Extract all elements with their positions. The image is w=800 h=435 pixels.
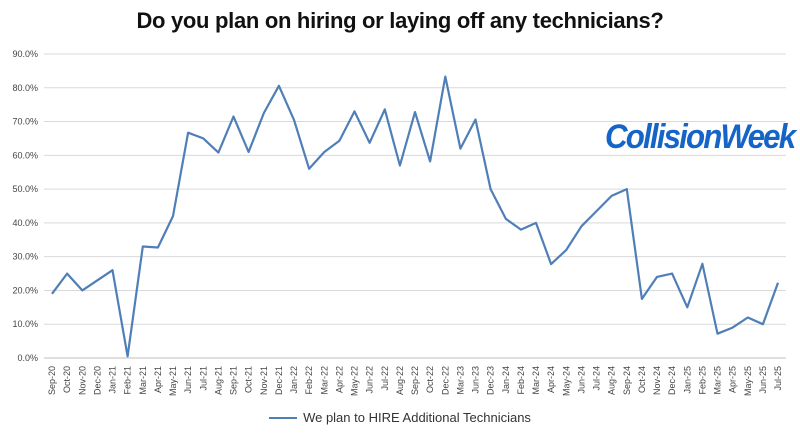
x-tick-label: Jun-25 bbox=[758, 366, 768, 394]
y-tick-label: 40.0% bbox=[12, 218, 38, 228]
x-tick-label: Apr-24 bbox=[546, 366, 556, 393]
x-tick-label: Jun-24 bbox=[576, 366, 586, 394]
x-tick-label: Apr-21 bbox=[153, 366, 163, 393]
x-tick-label: Mar-22 bbox=[319, 366, 329, 395]
x-tick-label: Jul-24 bbox=[592, 366, 602, 391]
x-tick-label: Jul-21 bbox=[198, 366, 208, 391]
x-tick-label: Jun-23 bbox=[471, 366, 481, 394]
x-tick-label: Jan-22 bbox=[289, 366, 299, 394]
x-tick-label: May-24 bbox=[561, 366, 571, 396]
x-tick-label: May-25 bbox=[743, 366, 753, 396]
x-tick-label: Aug-22 bbox=[395, 366, 405, 395]
x-tick-label: Jul-22 bbox=[380, 366, 390, 391]
legend: We plan to HIRE Additional Technicians bbox=[0, 410, 800, 425]
series-line bbox=[51, 75, 780, 358]
y-tick-label: 80.0% bbox=[12, 83, 38, 93]
x-tick-label: Oct-21 bbox=[244, 366, 254, 393]
x-tick-label: Mar-24 bbox=[531, 366, 541, 395]
legend-label: We plan to HIRE Additional Technicians bbox=[303, 410, 531, 425]
x-tick-label: Jul-25 bbox=[773, 366, 783, 391]
x-tick-label: Sep-21 bbox=[229, 366, 239, 395]
x-tick-label: Dec-24 bbox=[667, 366, 677, 395]
x-tick-label: Dec-22 bbox=[440, 366, 450, 395]
x-tick-label: Oct-24 bbox=[637, 366, 647, 393]
x-tick-label: Apr-25 bbox=[728, 366, 738, 393]
y-axis: 0.0% 10.0% 20.0% 30.0% 40.0% 50.0% 60.0% 70.0% 8… bbox=[12, 49, 38, 363]
x-tick-label: Jun-21 bbox=[183, 366, 193, 394]
y-tick-label: 70.0% bbox=[12, 117, 38, 127]
x-tick-label: Dec-21 bbox=[274, 366, 284, 395]
x-tick-label: Sep-24 bbox=[622, 366, 632, 395]
y-tick-label: 90.0% bbox=[12, 49, 38, 59]
x-tick-label: Feb-25 bbox=[697, 366, 707, 395]
x-tick-label: Jan-21 bbox=[108, 366, 118, 394]
y-tick-label: 50.0% bbox=[12, 184, 38, 194]
x-tick-label: Nov-20 bbox=[77, 366, 87, 395]
x-tick-label: Jan-24 bbox=[501, 366, 511, 394]
x-tick-label: Jun-22 bbox=[365, 366, 375, 394]
x-tick-label: Aug-21 bbox=[213, 366, 223, 395]
x-tick-label: Feb-22 bbox=[304, 366, 314, 395]
y-tick-label: 30.0% bbox=[12, 252, 38, 262]
x-tick-label: Aug-24 bbox=[607, 366, 617, 395]
x-tick-label: May-21 bbox=[168, 366, 178, 396]
x-tick-label: Nov-24 bbox=[652, 366, 662, 395]
x-axis-labels: Sep-20 Oct-20 Nov-20 Dec-20 Jan-21 Feb-21 Mar-… bbox=[47, 366, 783, 396]
x-tick-label: Feb-21 bbox=[123, 366, 133, 395]
gridlines bbox=[44, 53, 786, 325]
x-tick-label: Mar-25 bbox=[713, 366, 723, 395]
x-tick-label: Sep-22 bbox=[410, 366, 420, 395]
x-tick-label: Apr-22 bbox=[334, 366, 344, 393]
y-tick-label: 20.0% bbox=[12, 285, 38, 295]
y-tick-label: 0.0% bbox=[17, 353, 38, 363]
x-tick-label: Mar-21 bbox=[138, 366, 148, 395]
x-tick-label: Nov-21 bbox=[259, 366, 269, 395]
x-tick-label: Feb-24 bbox=[516, 366, 526, 395]
x-tick-label: Dec-23 bbox=[486, 366, 496, 395]
legend-swatch bbox=[269, 416, 298, 419]
x-tick-label: Oct-22 bbox=[425, 366, 435, 393]
x-tick-label: May-22 bbox=[350, 366, 360, 396]
x-tick-label: Dec-20 bbox=[92, 366, 102, 395]
x-tick-label: Oct-20 bbox=[62, 366, 72, 393]
y-tick-label: 10.0% bbox=[12, 319, 38, 329]
series-layer bbox=[51, 75, 780, 358]
x-tick-label: Jan-25 bbox=[682, 366, 692, 394]
collisionweek-logo: CollisionWeek bbox=[605, 118, 796, 156]
chart-title: Do you plan on hiring or laying off any … bbox=[136, 8, 664, 33]
x-tick-label: Sep-20 bbox=[47, 366, 57, 395]
x-tick-label: Mar-23 bbox=[455, 366, 465, 395]
y-tick-label: 60.0% bbox=[12, 150, 38, 160]
